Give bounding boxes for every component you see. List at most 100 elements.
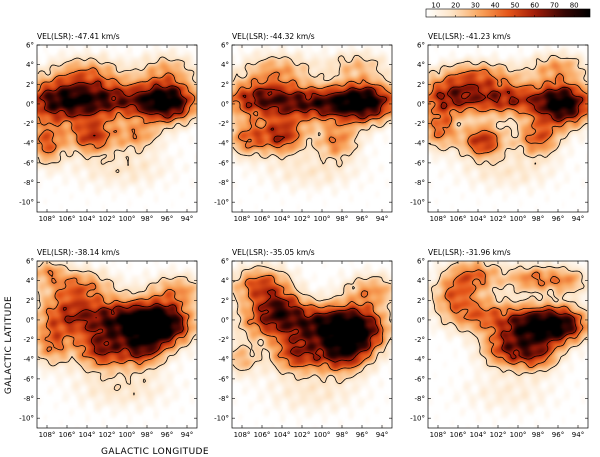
- channel-map-panel: 108° 106° 104° 102° 100° 98° 96° 94° 6° 4° 2° 0° -2°…: [410, 248, 589, 439]
- x-tick-label: 102°: [490, 215, 507, 223]
- x-tick-label: 98°: [532, 215, 544, 223]
- x-tick-label: 96°: [552, 215, 564, 223]
- y-tick-label: -4°: [415, 140, 425, 148]
- intensity-map: [428, 261, 588, 428]
- x-tick-label: 94°: [181, 431, 193, 439]
- y-tick-label: -10°: [214, 199, 229, 207]
- colorbar-tick-label: 40: [491, 2, 500, 10]
- colorbar-tick-label: 10: [431, 2, 440, 10]
- channel-map-panel: 108° 106° 104° 102° 100° 98° 96° 94° 6° 4° 2° 0° -2°…: [19, 248, 198, 439]
- y-tick-label: 0°: [26, 316, 34, 324]
- y-tick-label: -4°: [219, 356, 229, 364]
- x-tick-label: 102°: [99, 431, 116, 439]
- y-tick-label: -2°: [24, 120, 34, 128]
- y-tick-label: -10°: [214, 415, 229, 423]
- x-tick-label: 106°: [59, 215, 76, 223]
- x-tick-label: 108°: [430, 215, 447, 223]
- y-tick-label: 2°: [221, 297, 229, 305]
- contour-line: [63, 303, 184, 358]
- x-tick-label: 100°: [510, 215, 527, 223]
- velocity-label: VEL(LSR):-38.14 km/s: [37, 248, 120, 257]
- channel-map-panel: 108° 106° 104° 102° 100° 98° 96° 94° 6° 4° 2° 0° -2°…: [410, 32, 589, 223]
- x-tick-label: 94°: [376, 215, 388, 223]
- y-tick-label: -6°: [415, 159, 425, 167]
- colorbar-tick-label: 70: [550, 2, 559, 10]
- x-tick-label: 96°: [161, 431, 173, 439]
- x-tick-label: 104°: [470, 215, 487, 223]
- colorbar-tick-label: 20: [451, 2, 460, 10]
- x-tick-label: 94°: [181, 215, 193, 223]
- contour-line: [436, 83, 584, 122]
- contour-line: [232, 265, 392, 385]
- colorbar-tick-label: 80: [570, 2, 579, 10]
- contour-line: [444, 269, 584, 368]
- y-tick-label: -6°: [415, 375, 425, 383]
- x-tick-label: 96°: [552, 431, 564, 439]
- y-tick-label: -8°: [219, 179, 229, 187]
- x-tick-label: 102°: [294, 431, 311, 439]
- x-tick-label: 108°: [39, 431, 56, 439]
- x-tick-label: 108°: [39, 215, 56, 223]
- contour-line: [428, 54, 588, 166]
- x-tick-label: 98°: [141, 215, 153, 223]
- y-tick-label: -6°: [219, 159, 229, 167]
- y-tick-label: -6°: [24, 159, 34, 167]
- y-tick-label: 2°: [221, 81, 229, 89]
- colorbar-tick-label: 30: [471, 2, 480, 10]
- velocity-label: VEL(LSR):-47.41 km/s: [37, 32, 120, 41]
- y-tick-label: 6°: [221, 258, 229, 266]
- contour-line: [44, 270, 190, 366]
- y-tick-label: 4°: [221, 277, 229, 285]
- channel-map-panel: 108° 106° 104° 102° 100° 98° 96° 94° 6° 4° 2° 0° -2°…: [19, 32, 198, 223]
- y-tick-label: 2°: [417, 297, 425, 305]
- panel-frame: [36, 260, 198, 429]
- x-tick-label: 102°: [490, 431, 507, 439]
- y-tick-label: -8°: [24, 395, 34, 403]
- x-tick-label: 98°: [336, 215, 348, 223]
- y-tick-label: -2°: [219, 120, 229, 128]
- y-tick-label: -4°: [24, 140, 34, 148]
- x-axis-title: GALACTIC LONGITUDE: [101, 447, 209, 457]
- intensity-map: [37, 261, 197, 428]
- y-tick-label: 2°: [26, 81, 34, 89]
- x-tick-label: 106°: [450, 431, 467, 439]
- x-tick-label: 100°: [314, 431, 331, 439]
- panel-frame: [427, 44, 589, 213]
- y-tick-label: -4°: [415, 356, 425, 364]
- x-tick-label: 96°: [356, 431, 368, 439]
- y-tick-label: -2°: [415, 336, 425, 344]
- x-tick-label: 108°: [234, 431, 251, 439]
- velocity-label: VEL(LSR):-44.32 km/s: [232, 32, 315, 41]
- y-tick-label: -2°: [24, 336, 34, 344]
- contour-line: [431, 261, 588, 376]
- y-tick-label: 6°: [26, 258, 34, 266]
- x-tick-label: 96°: [356, 215, 368, 223]
- y-tick-label: -2°: [415, 120, 425, 128]
- panel-frame: [231, 44, 393, 213]
- y-tick-label: -10°: [19, 199, 34, 207]
- x-tick-label: 100°: [119, 215, 136, 223]
- y-tick-label: 4°: [26, 61, 34, 69]
- x-tick-label: 96°: [161, 215, 173, 223]
- contour-line: [500, 309, 577, 360]
- x-tick-label: 106°: [450, 215, 467, 223]
- y-tick-label: 6°: [417, 258, 425, 266]
- x-tick-label: 102°: [294, 215, 311, 223]
- intensity-map: [232, 45, 392, 212]
- x-tick-label: 104°: [79, 215, 96, 223]
- y-tick-label: 0°: [221, 100, 229, 108]
- velocity-label: VEL(LSR):-31.96 km/s: [428, 248, 511, 257]
- y-tick-label: -6°: [24, 375, 34, 383]
- panel-frame: [36, 44, 198, 213]
- x-tick-label: 106°: [59, 431, 76, 439]
- contour-line: [37, 67, 196, 154]
- x-tick-label: 98°: [532, 431, 544, 439]
- y-tick-label: -10°: [19, 415, 34, 423]
- y-tick-label: 0°: [417, 316, 425, 324]
- y-axis-title: GALACTIC LATITUDE: [4, 296, 14, 394]
- y-tick-label: 6°: [26, 42, 34, 50]
- colorbar-tick-label: 60: [530, 2, 539, 10]
- colorbar-tick-label: 50: [510, 2, 519, 10]
- y-tick-label: -4°: [219, 140, 229, 148]
